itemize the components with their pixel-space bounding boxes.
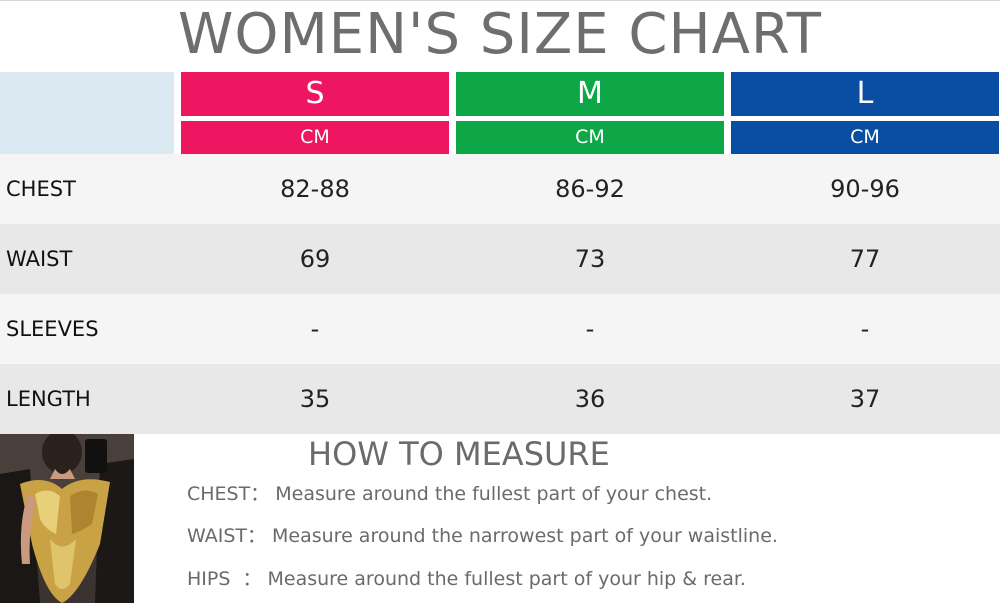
size-l-header: L	[731, 72, 999, 116]
cell-m: 36	[574, 385, 606, 413]
cell-m: 73	[574, 245, 606, 273]
table-row-waist: WAIST 69 73 77	[0, 224, 1000, 294]
measure-instruction-hips: HIPS ： Measure around the fullest part of…	[187, 565, 746, 593]
size-s-unit: CM	[181, 121, 449, 154]
row-label: SLEEVES	[6, 317, 99, 341]
table-row-sleeves: SLEEVES - - -	[0, 294, 1000, 364]
size-s-header: S	[181, 72, 449, 116]
cell-s: 69	[299, 245, 331, 273]
table-row-chest: CHEST 82-88 86-92 90-96	[0, 154, 1000, 224]
row-label: WAIST	[6, 247, 73, 271]
table-row-length: LENGTH 35 36 37	[0, 364, 1000, 434]
cell-m: -	[585, 315, 595, 343]
cell-l: 37	[849, 385, 881, 413]
page-title: WOMEN'S SIZE CHART	[178, 2, 822, 67]
cell-m: 86-92	[555, 175, 625, 203]
row-label: CHEST	[6, 177, 76, 201]
measure-text: Measure around the fullest part of your …	[267, 568, 746, 590]
measure-key: HIPS ：	[187, 568, 262, 590]
cell-l: 77	[849, 245, 881, 273]
measure-key: CHEST：	[187, 483, 270, 505]
measure-text: Measure around the fullest part of your …	[275, 483, 713, 505]
measure-text: Measure around the narrowest part of you…	[272, 525, 778, 547]
cell-s: -	[310, 315, 320, 343]
row-label: LENGTH	[6, 387, 91, 411]
model-photo-illustration	[0, 434, 134, 603]
cell-l: -	[860, 315, 870, 343]
size-m-header: M	[456, 72, 724, 116]
header-corner-cell	[0, 72, 174, 154]
size-l-unit: CM	[731, 121, 999, 154]
cell-l: 90-96	[830, 175, 900, 203]
measure-instruction-waist: WAIST： Measure around the narrowest part …	[187, 522, 778, 550]
top-border	[0, 0, 1000, 1]
measure-key: WAIST：	[187, 525, 267, 547]
size-m-unit: CM	[456, 121, 724, 154]
how-to-measure-title: HOW TO MEASURE	[308, 435, 610, 473]
model-photo	[0, 434, 134, 603]
measure-instruction-chest: CHEST： Measure around the fullest part of…	[187, 480, 712, 508]
cell-s: 82-88	[280, 175, 350, 203]
cell-s: 35	[299, 385, 331, 413]
